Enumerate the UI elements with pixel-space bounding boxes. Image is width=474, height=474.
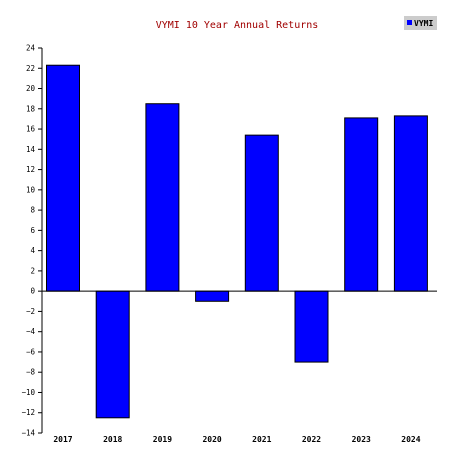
- bar-2022: [294, 290, 329, 363]
- y-tick-label: 24: [26, 44, 36, 53]
- legend-background: [404, 16, 437, 30]
- y-tick-label: 12: [26, 165, 35, 174]
- x-tick-labels: 2017 2018 2019 2020 2021 2022 2023 2024: [53, 435, 420, 444]
- x-tick-label: 2024: [401, 435, 420, 444]
- y-tick-label: 10: [26, 185, 36, 194]
- bar-2020: [195, 290, 230, 302]
- legend-swatch: [407, 20, 412, 25]
- x-tick-label: 2019: [153, 435, 172, 444]
- bar-2023: [344, 117, 379, 292]
- chart-title: VYMI 10 Year Annual Returns: [156, 20, 319, 31]
- x-tick-label: 2021: [252, 435, 271, 444]
- y-tick-label: 8: [30, 206, 35, 215]
- y-tick-label: −12: [21, 408, 35, 417]
- y-tick-label: 0: [30, 287, 35, 296]
- bar-2017: [46, 64, 80, 292]
- y-tick-label: −14: [21, 429, 35, 438]
- legend: VYMI: [404, 16, 437, 30]
- y-tick-label: −10: [21, 388, 35, 397]
- x-tick-label: 2018: [103, 435, 122, 444]
- y-tick-label: 2: [30, 266, 35, 275]
- bar-2024: [393, 115, 428, 292]
- bar-2019: [145, 103, 180, 292]
- x-tick-label: 2017: [53, 435, 72, 444]
- y-tick-label: 18: [26, 104, 36, 113]
- bar-2021: [244, 134, 279, 292]
- y-tick-label: −4: [26, 327, 36, 336]
- x-tick-label: 2020: [202, 435, 221, 444]
- y-tick-label: 22: [26, 64, 35, 73]
- bar-group: [46, 64, 428, 419]
- y-tick-label: −8: [26, 368, 36, 377]
- y-tick-label: −6: [26, 347, 36, 356]
- y-tick-label: 20: [26, 84, 36, 93]
- y-tick-label: 4: [30, 246, 35, 255]
- y-tick-label: −2: [26, 307, 35, 316]
- legend-label: VYMI: [414, 19, 433, 28]
- y-tick-label: 16: [26, 125, 36, 134]
- x-tick-label: 2023: [352, 435, 371, 444]
- y-tick-label: 6: [30, 226, 35, 235]
- x-tick-label: 2022: [302, 435, 321, 444]
- bar-2018: [95, 290, 130, 419]
- y-tick-label: 14: [26, 145, 36, 154]
